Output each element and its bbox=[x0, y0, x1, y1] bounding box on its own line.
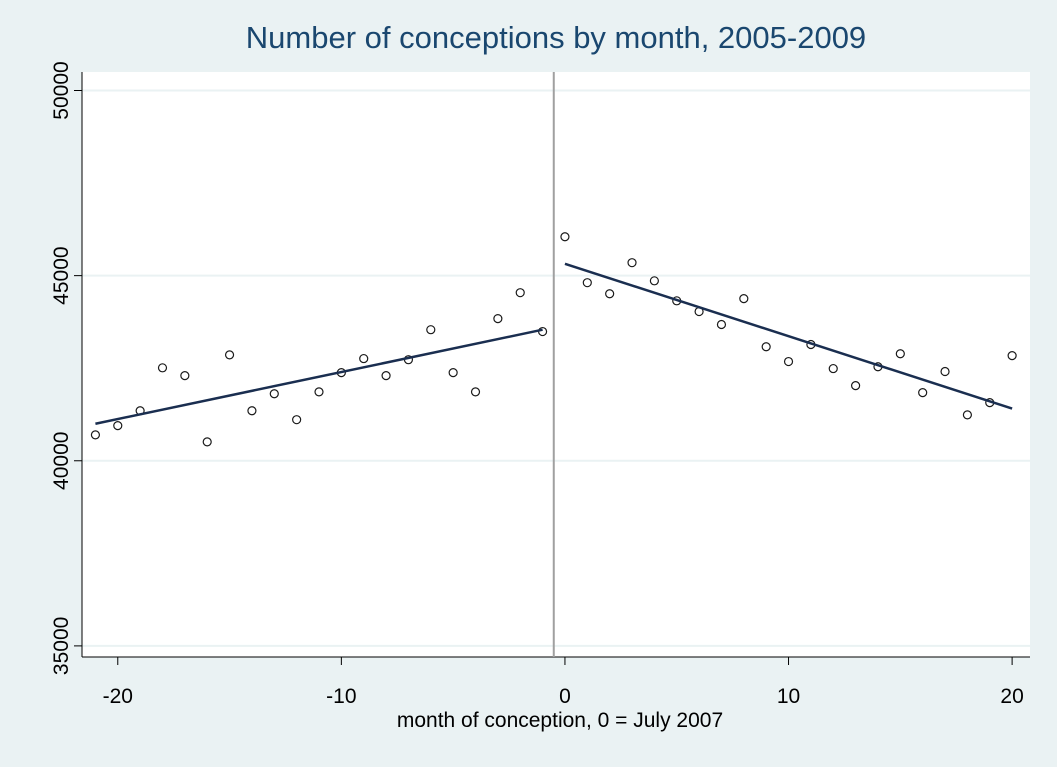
point bbox=[90, 430, 101, 440]
point bbox=[493, 313, 503, 324]
point bbox=[247, 406, 257, 416]
plot-area bbox=[82, 72, 1030, 657]
point bbox=[851, 381, 861, 391]
x-tick-label: -20 bbox=[103, 685, 133, 708]
point bbox=[783, 356, 794, 367]
point bbox=[292, 415, 302, 425]
y-tick-label: 35000 bbox=[50, 617, 73, 675]
point bbox=[582, 278, 592, 288]
point bbox=[180, 371, 190, 381]
fit-line bbox=[95, 328, 543, 425]
point bbox=[761, 342, 771, 352]
point bbox=[918, 388, 928, 398]
x-tick-label: 0 bbox=[559, 685, 571, 708]
point bbox=[515, 288, 525, 298]
point bbox=[157, 363, 168, 373]
point bbox=[560, 232, 570, 242]
point bbox=[605, 289, 615, 299]
x-axis-label: month of conception, 0 = July 2007 bbox=[397, 709, 723, 732]
chart-title: Number of conceptions by month, 2005-200… bbox=[246, 20, 866, 55]
point bbox=[649, 276, 659, 286]
point bbox=[448, 368, 458, 378]
fit-line bbox=[564, 262, 1013, 410]
point bbox=[381, 371, 391, 381]
point bbox=[895, 349, 905, 359]
point bbox=[716, 319, 727, 330]
point bbox=[359, 353, 369, 364]
point bbox=[314, 387, 324, 397]
point bbox=[940, 366, 950, 377]
point bbox=[470, 387, 481, 397]
y-tick-label: 45000 bbox=[50, 246, 73, 304]
point bbox=[113, 420, 123, 431]
x-tick-label: -10 bbox=[326, 685, 356, 708]
point bbox=[1007, 351, 1017, 361]
y-tick-label: 40000 bbox=[50, 432, 73, 490]
point bbox=[426, 325, 436, 335]
point bbox=[269, 389, 279, 399]
point bbox=[962, 410, 972, 420]
point bbox=[627, 258, 637, 268]
x-tick-label: 10 bbox=[777, 685, 800, 708]
point bbox=[224, 350, 235, 360]
point bbox=[202, 437, 212, 447]
point bbox=[828, 363, 838, 374]
y-tick-label: 50000 bbox=[50, 61, 73, 119]
point bbox=[739, 293, 749, 304]
x-tick-label: 20 bbox=[1000, 685, 1023, 708]
